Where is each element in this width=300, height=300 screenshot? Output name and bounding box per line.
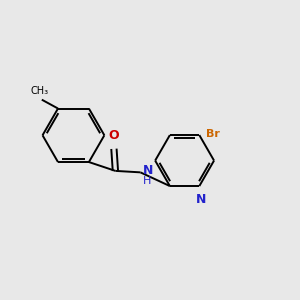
Text: H: H — [143, 176, 151, 186]
Text: CH₃: CH₃ — [30, 86, 49, 96]
Text: N: N — [196, 193, 206, 206]
Text: O: O — [109, 129, 119, 142]
Text: Br: Br — [206, 129, 220, 139]
Text: N: N — [143, 164, 153, 176]
